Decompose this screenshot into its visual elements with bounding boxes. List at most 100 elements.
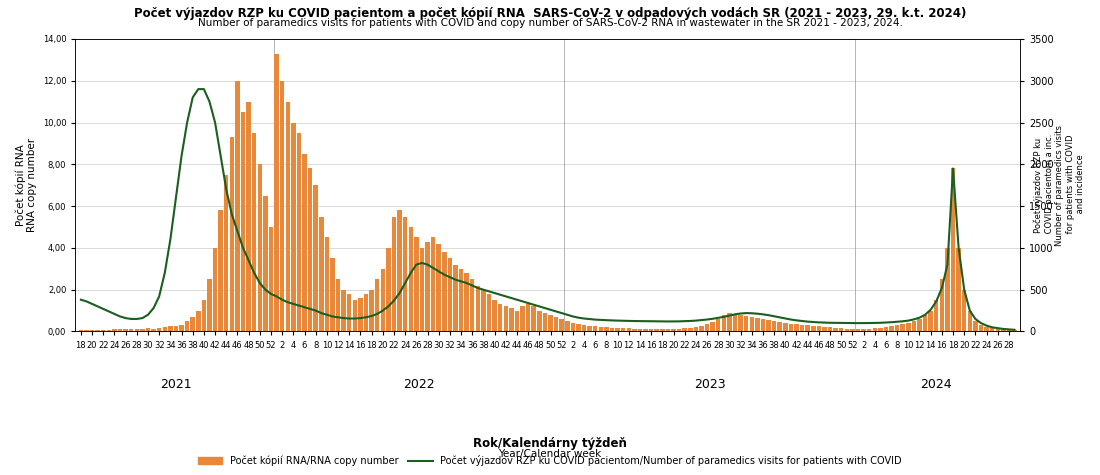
Bar	[308, 169, 312, 332]
Bar	[901, 324, 905, 332]
Bar	[694, 327, 698, 332]
Bar	[660, 329, 664, 332]
Bar	[800, 325, 804, 332]
Bar	[107, 330, 111, 332]
Bar	[682, 328, 686, 332]
Bar	[190, 317, 195, 332]
Bar	[235, 81, 240, 332]
Bar	[950, 169, 955, 332]
Bar	[174, 326, 178, 332]
Bar	[738, 315, 742, 332]
Bar	[1006, 330, 1011, 332]
Bar	[487, 294, 492, 332]
Bar	[286, 102, 290, 332]
Text: Year/Calendar week: Year/Calendar week	[498, 449, 602, 459]
Bar	[811, 326, 815, 332]
Bar	[336, 279, 340, 332]
Bar	[414, 238, 419, 332]
Bar	[956, 248, 961, 332]
Bar	[604, 327, 608, 332]
Text: 2024: 2024	[921, 378, 953, 391]
Text: Number of paramedics visits for patients with COVID and copy number of SARS-CoV-: Number of paramedics visits for patients…	[198, 18, 902, 28]
Bar	[319, 217, 323, 332]
Bar	[984, 327, 989, 332]
Bar	[644, 329, 648, 332]
Bar	[314, 185, 318, 332]
Text: Počet výjazdov RZP ku COVID pacientom a počet kópií RNA  SARS-CoV-2 v odpadových: Počet výjazdov RZP ku COVID pacientom a …	[134, 7, 966, 20]
Bar	[666, 329, 670, 332]
Bar	[783, 323, 788, 332]
Bar	[257, 164, 262, 332]
Y-axis label: Počet výjazdov RZP ku
 COVID pacientom a inc.
Number of paramedics visits
 for p: Počet výjazdov RZP ku COVID pacientom a …	[1034, 125, 1085, 246]
Bar	[560, 319, 564, 332]
Bar	[123, 329, 128, 332]
Bar	[542, 313, 547, 332]
Bar	[246, 102, 251, 332]
Bar	[168, 326, 173, 332]
Bar	[883, 327, 888, 332]
Bar	[671, 329, 675, 332]
Bar	[979, 325, 983, 332]
Bar	[520, 306, 525, 332]
Bar	[207, 279, 211, 332]
Bar	[700, 326, 704, 332]
Bar	[498, 304, 503, 332]
Text: Rok/Kalendárny týždeň: Rok/Kalendárny týždeň	[473, 437, 627, 450]
Bar	[408, 227, 412, 332]
Bar	[934, 300, 938, 332]
Bar	[453, 265, 458, 332]
Bar	[268, 227, 273, 332]
Bar	[297, 133, 301, 332]
Bar	[598, 327, 603, 332]
Bar	[716, 319, 720, 332]
Bar	[861, 329, 866, 332]
Bar	[912, 321, 916, 332]
Bar	[292, 123, 296, 332]
Bar	[475, 285, 480, 332]
Bar	[324, 238, 329, 332]
Bar	[654, 329, 659, 332]
Bar	[341, 290, 345, 332]
Bar	[565, 321, 570, 332]
Bar	[834, 328, 838, 332]
Bar	[828, 327, 833, 332]
Bar	[761, 319, 766, 332]
Bar	[157, 328, 162, 332]
Bar	[85, 330, 89, 332]
Bar	[727, 313, 732, 332]
Bar	[554, 317, 559, 332]
Bar	[733, 314, 737, 332]
Bar	[90, 330, 95, 332]
Bar	[928, 311, 933, 332]
Bar	[79, 331, 84, 332]
Bar	[571, 323, 575, 332]
Bar	[515, 311, 519, 332]
Bar	[375, 279, 379, 332]
Bar	[1012, 330, 1016, 332]
Bar	[839, 328, 844, 332]
Bar	[403, 217, 407, 332]
Bar	[274, 54, 278, 332]
Bar	[493, 300, 497, 332]
Bar	[196, 311, 200, 332]
Bar	[263, 196, 267, 332]
Text: 2023: 2023	[694, 378, 726, 391]
Bar	[676, 329, 681, 332]
Bar	[201, 300, 206, 332]
Bar	[872, 328, 877, 332]
Bar	[620, 328, 626, 332]
Bar	[224, 175, 229, 332]
Bar	[906, 323, 911, 332]
Bar	[353, 300, 358, 332]
Bar	[895, 325, 900, 332]
Bar	[504, 306, 508, 332]
Bar	[794, 324, 799, 332]
Text: 2022: 2022	[404, 378, 434, 391]
Bar	[359, 298, 363, 332]
Bar	[364, 294, 368, 332]
Bar	[531, 306, 536, 332]
Bar	[212, 248, 218, 332]
Bar	[576, 324, 581, 332]
Bar	[968, 311, 972, 332]
Bar	[889, 326, 894, 332]
